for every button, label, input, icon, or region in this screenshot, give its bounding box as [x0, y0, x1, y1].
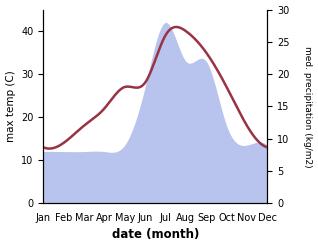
Y-axis label: max temp (C): max temp (C) — [5, 70, 16, 142]
Y-axis label: med. precipitation (kg/m2): med. precipitation (kg/m2) — [303, 45, 313, 167]
X-axis label: date (month): date (month) — [112, 228, 199, 242]
